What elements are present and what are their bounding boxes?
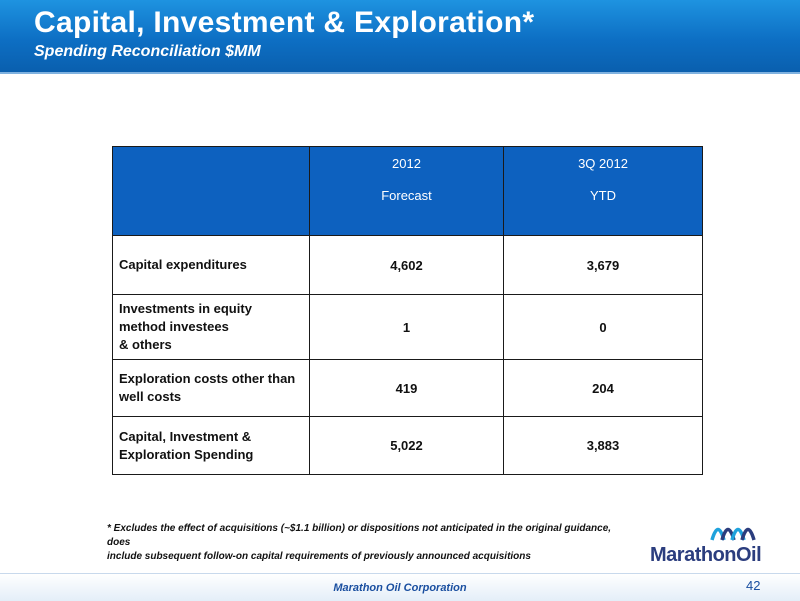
forecast-value: 419 <box>309 359 504 417</box>
row-label-line: Capital, Investment & <box>119 428 252 444</box>
header-cell-ytd: 3Q 2012 YTD <box>503 146 703 236</box>
header-banner: Capital, Investment & Exploration* Spend… <box>0 0 800 74</box>
row-label-line: well costs <box>119 389 182 404</box>
forecast-value: 5,022 <box>309 416 504 475</box>
table-row: Capital expenditures 4,602 3,679 <box>112 235 703 295</box>
ytd-value: 3,883 <box>503 416 703 475</box>
row-label-line: & others <box>119 337 172 352</box>
marathon-oil-logo: MarathonOil <box>648 522 768 570</box>
row-label: Capital, Investment & Exploration Spendi… <box>112 416 310 475</box>
row-label-line: Capital expenditures <box>119 257 247 272</box>
marathon-waves-icon <box>710 527 756 541</box>
row-label: Investments in equity method investees &… <box>112 294 310 360</box>
forecast-value: 1 <box>309 294 504 360</box>
header-cell-forecast: 2012 Forecast <box>309 146 504 236</box>
ytd-value: 3,679 <box>503 235 703 295</box>
page-title: Capital, Investment & Exploration* <box>34 6 535 39</box>
row-label: Capital expenditures <box>112 235 310 295</box>
footnote: * Excludes the effect of acquisitions (~… <box>107 522 627 564</box>
footnote-line: * Excludes the effect of acquisitions (~… <box>107 523 612 548</box>
ytd-value: 0 <box>503 294 703 360</box>
ytd-value: 204 <box>503 359 703 417</box>
page-subtitle: Spending Reconciliation $MM <box>34 43 261 60</box>
header-quarter: 3Q 2012 <box>578 156 628 171</box>
page-number: 42 <box>746 578 761 593</box>
table-row: Exploration costs other than well costs … <box>112 359 703 417</box>
header-year: 2012 <box>392 156 421 171</box>
forecast-value: 4,602 <box>309 235 504 295</box>
table-row: Investments in equity method investees &… <box>112 294 703 360</box>
header-cell-empty <box>112 146 310 236</box>
spending-reconciliation-table: 2012 Forecast 3Q 2012 YTD Capital expend… <box>112 146 703 475</box>
row-label: Exploration costs other than well costs <box>112 359 310 417</box>
row-label-line: method investees <box>119 319 229 334</box>
row-label-line: Exploration Spending <box>119 446 254 462</box>
table-row: Capital, Investment & Exploration Spendi… <box>112 416 703 475</box>
row-label-line: Exploration costs other than <box>119 371 296 386</box>
footnote-line: include subsequent follow-on capital req… <box>107 551 531 562</box>
footer-band <box>0 573 800 601</box>
footer-company-name: Marathon Oil Corporation <box>333 582 467 594</box>
table-header-row: 2012 Forecast 3Q 2012 YTD <box>112 146 703 236</box>
header-forecast-label: Forecast <box>381 188 432 203</box>
row-label-line: Investments in equity <box>119 301 252 316</box>
logo-text: MarathonOil <box>650 544 762 566</box>
header-ytd-label: YTD <box>590 188 616 203</box>
